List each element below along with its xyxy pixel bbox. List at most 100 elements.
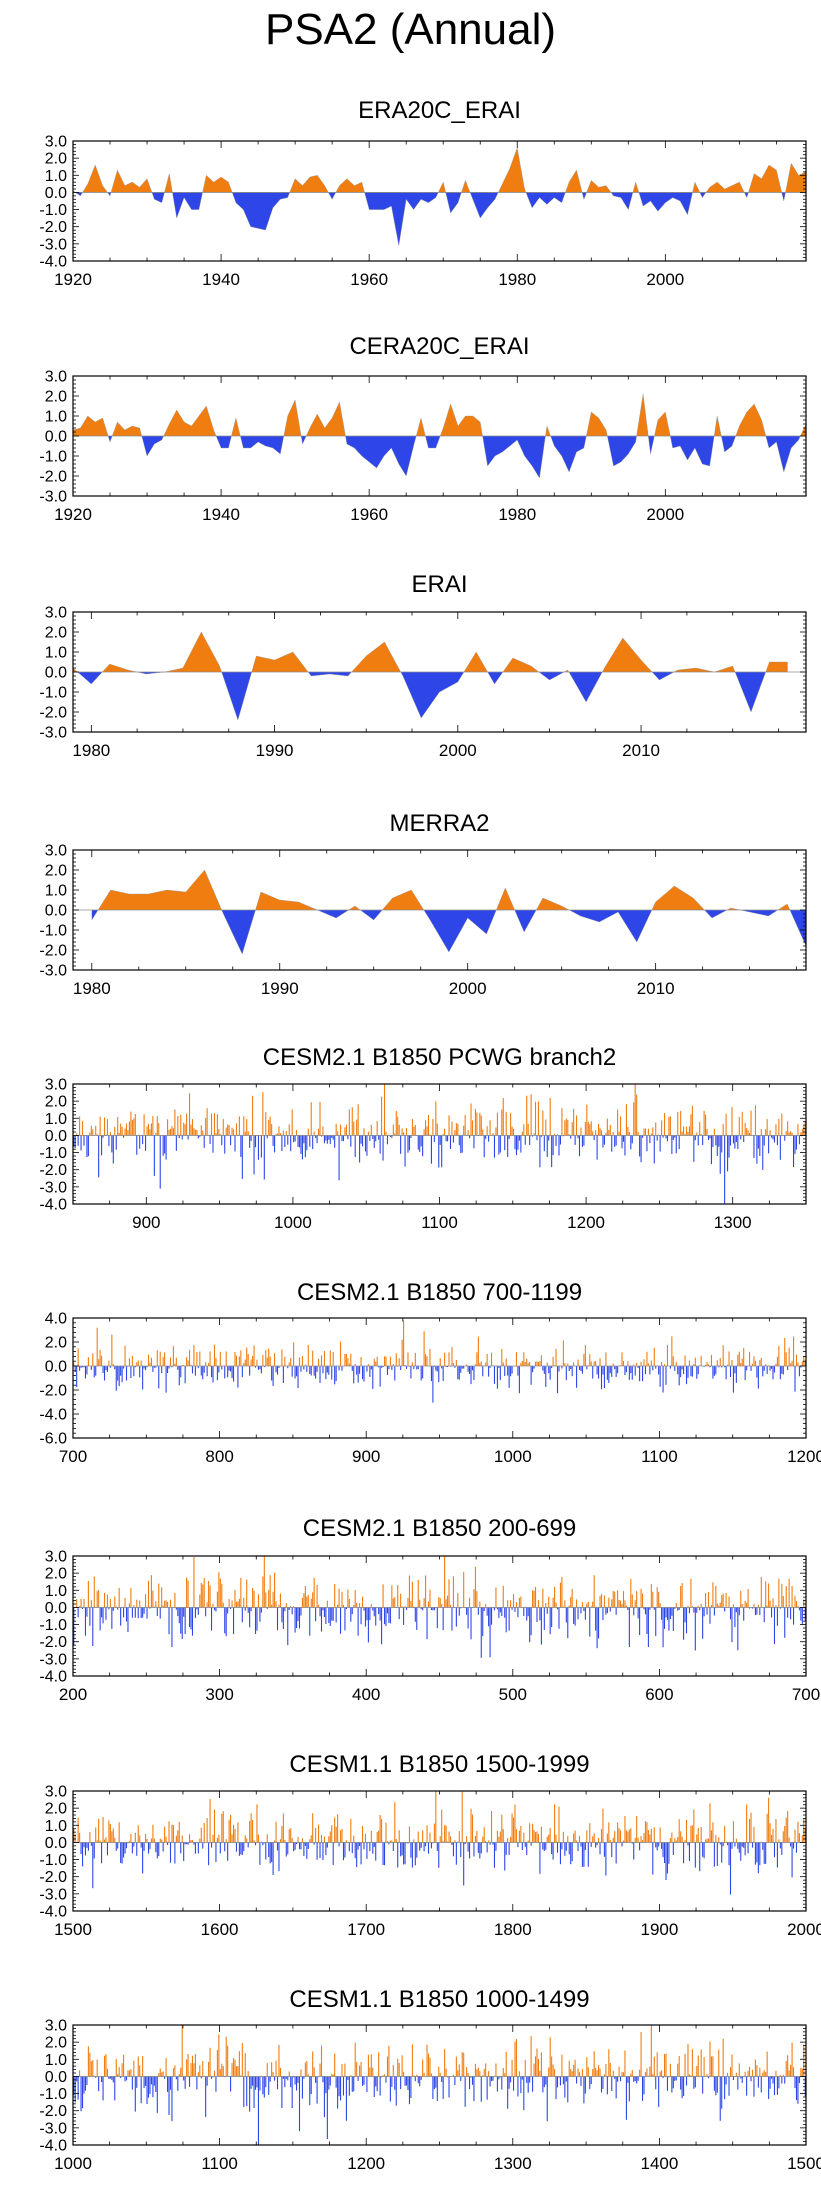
y-tick-label: 3.0 (45, 605, 67, 622)
chart-panel-8: CESM1.1 B1850 1500-19993.02.01.00.0-1.0-… (39, 1751, 821, 1939)
y-tick-label: -3.0 (39, 489, 67, 506)
negative-area (172, 192, 203, 219)
x-tick-label: 1960 (350, 270, 388, 289)
x-tick-label: 2000 (449, 979, 487, 998)
panel-title: ERAI (411, 571, 467, 598)
negative-area (240, 436, 284, 454)
plot-frame (72, 2024, 807, 2146)
negative-area (740, 910, 778, 916)
negative-area (582, 192, 587, 200)
y-tick-label: -4.0 (39, 2138, 67, 2155)
x-tick-label: 900 (132, 1213, 160, 1232)
x-tick-label: 1940 (202, 270, 240, 289)
y-tick-label: 0.0 (45, 1359, 67, 1376)
x-tick-label: 1000 (274, 1213, 312, 1232)
positive-area (602, 638, 653, 672)
panel-title: MERRA2 (389, 810, 489, 837)
y-tick-label: 2.0 (45, 389, 67, 406)
chart-panel-2: CERA20C_ERAI 3.0 2.0 1.0 0.0 -1.0 -2.0 -3.01920… (39, 333, 807, 524)
positive-area (351, 642, 401, 672)
x-tick-label: 1100 (201, 2154, 238, 2173)
negative-area (735, 672, 766, 712)
plot-frame (72, 1083, 807, 1205)
series-marks (73, 393, 806, 479)
positive-area (98, 870, 222, 910)
negative-area (482, 436, 546, 478)
y-tick-label: 1.0 (45, 1818, 67, 1835)
negative-area (423, 910, 497, 952)
positive-area (586, 180, 611, 193)
positive-area (586, 412, 608, 436)
y-tick-label: 3.0 (45, 1077, 67, 1094)
x-tick-label: 1980 (72, 741, 110, 760)
y-tick-label: -4.0 (39, 254, 67, 271)
y-tick-label: -1.0 (39, 1617, 67, 1634)
x-tick-label: 200 (59, 1685, 87, 1704)
y-tick-label: -2.0 (39, 1634, 67, 1651)
y-tick-label: -4.0 (39, 1904, 67, 1921)
series-marks (73, 1791, 806, 1895)
negative-area (781, 192, 786, 201)
negative-area (670, 436, 715, 466)
positive-area (706, 182, 745, 193)
chart-panel-5: CESM2.1 B1850 PCWG branch2 3.02.01.00.0-1… (39, 1044, 807, 1232)
series-marks (73, 1556, 806, 1658)
negative-area (328, 192, 336, 200)
negative-area (470, 192, 499, 219)
y-tick-label: 0.0 (45, 1128, 67, 1145)
x-tick-label: 1920 (54, 270, 92, 289)
negative-area (425, 436, 441, 448)
y-tick-label: 1.0 (45, 409, 67, 426)
y-tick-label: -3.0 (39, 1886, 67, 1903)
y-tick-label: 1.0 (45, 1583, 67, 1600)
y-tick-label: -3.0 (39, 1651, 67, 1668)
positive-area (636, 394, 649, 436)
negative-area (526, 192, 566, 208)
y-tick-label: -3.0 (39, 2120, 67, 2137)
negative-area (345, 436, 417, 476)
positive-area (674, 666, 736, 672)
y-tick-label: 4.0 (45, 1311, 67, 1328)
y-tick-label: -1.0 (39, 449, 67, 466)
positive-area (498, 147, 526, 193)
negative-area (360, 910, 383, 920)
y-tick-label: 0.0 (45, 1600, 67, 1617)
chart-panel-3: ERAI 3.0 2.0 1.0 0.0 -1.0 -2.0 -3.0 1980 1990 2000… (39, 571, 807, 760)
chart-panel-7: CESM2.1 B1850 200-699 3.02.01.00.0-1.0-2.… (39, 1515, 820, 1704)
plot-frame (72, 1790, 807, 1912)
positive-area (231, 418, 241, 436)
x-tick-label: 1980 (73, 979, 111, 998)
series-line (73, 393, 806, 479)
positive-area (202, 175, 233, 193)
y-tick-label: 3.0 (45, 843, 67, 860)
negative-area (301, 436, 307, 444)
negative-area (569, 910, 652, 942)
x-tick-label: 1990 (256, 741, 294, 760)
negative-area (699, 192, 706, 198)
positive-area (463, 652, 488, 672)
negative-area (765, 436, 801, 472)
y-tick-label: -2.0 (39, 1162, 67, 1179)
positive-area (382, 890, 424, 910)
x-tick-label: 1000 (494, 1447, 532, 1466)
panel-title: CESM1.1 B1850 1500-1999 (289, 1751, 589, 1778)
positive-area (502, 658, 539, 672)
positive-area (102, 664, 138, 672)
y-tick-label: -3.0 (39, 1179, 67, 1196)
x-tick-label: 400 (352, 1685, 380, 1704)
panel-title: ERA20C_ERAI (358, 97, 521, 124)
plot-frame (72, 1317, 807, 1439)
positive-area (289, 175, 329, 193)
negative-area (550, 436, 587, 472)
y-tick-label: 0.0 (45, 185, 67, 202)
x-tick-label: 2010 (637, 979, 675, 998)
y-tick-label: -6.0 (39, 1431, 67, 1448)
y-tick-label: 2.0 (45, 1335, 67, 1352)
chart-panel-4: MERRA2 3.0 2.0 1.0 0.0 -1.0 -2.0 -3.0 1980 1990 20… (39, 810, 807, 998)
panel-title: CESM2.1 B1850 700-1199 (297, 1279, 582, 1306)
positive-area (416, 418, 426, 436)
negative-area (221, 672, 252, 720)
x-tick-label: 1900 (640, 1920, 678, 1939)
x-tick-label: 700 (792, 1685, 820, 1704)
